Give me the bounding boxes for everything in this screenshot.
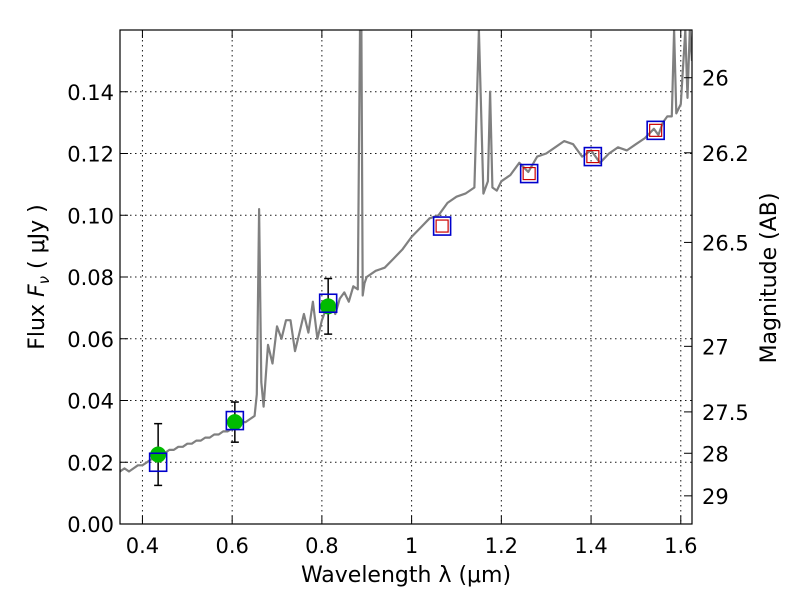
y2-tick-label: 26.2 [702,142,749,166]
y-axis-label: Flux Fν ( μJy ) [25,204,53,349]
y2-tick-label: 27.5 [702,401,749,425]
y2-tick-label: 26 [702,67,729,91]
x-tick-label: 1.2 [485,534,518,558]
y2-tick-label: 29 [702,485,729,509]
y-axis-label-post: ( μJy ) [25,204,50,276]
y-axis-label-sub: ν [35,276,53,284]
y2-tick-label: 26.5 [702,231,749,255]
x-tick-label: 1.6 [664,534,697,558]
y-tick-label: 0.12 [67,143,114,167]
y-axis-label-pre: Flux [25,297,50,350]
y2-tick-label: 27 [702,335,729,359]
y-tick-label: 0.14 [67,81,114,105]
y-tick-label: 0.10 [67,204,114,228]
spectrum-line [120,30,692,473]
observed-point [150,446,167,463]
x-tick-label: 1 [405,534,418,558]
x-tick-label: 0.8 [305,534,338,558]
grid-lines [120,30,692,524]
model-point [148,452,168,473]
model-point [646,120,665,141]
model-point [583,146,603,167]
y-tick-label: 0.04 [67,390,114,414]
x-axis-ticks: 0.4 0.6 0.8 1 1.2 1.4 1.6 [126,30,697,558]
y-tick-label: 0.00 [67,513,114,537]
y-tick-label: 0.08 [67,266,114,290]
observed-point [320,298,337,315]
x-tick-label: 0.4 [126,534,159,558]
model-point-inner [435,219,449,233]
errorbars [154,277,333,487]
model-point-inner [649,123,663,137]
model-point-inner [586,149,600,164]
y2-axis-label: Magnitude (AB) [757,193,782,364]
model-point [318,293,338,314]
model-point [432,216,452,236]
y-axis-ticks: 0.00 0.02 0.04 0.06 0.08 0.10 0.12 0.14 [67,81,128,537]
y-tick-label: 0.06 [67,328,114,352]
x-axis-label: Wavelength λ (μm) [301,563,511,588]
observed-points [150,298,337,463]
y2-tick-label: 28 [702,442,729,466]
model-point [519,163,539,184]
model-point-inner [522,166,536,181]
model-point [225,410,245,431]
x-tick-label: 1.4 [574,534,607,558]
y2-axis-ticks: 26 26.2 26.5 27 27.5 28 29 [684,67,749,509]
observed-point [226,414,243,431]
model-points [148,120,665,473]
y-tick-label: 0.02 [67,451,114,475]
x-tick-label: 0.6 [215,534,248,558]
y-axis-label-var: F [25,284,50,297]
